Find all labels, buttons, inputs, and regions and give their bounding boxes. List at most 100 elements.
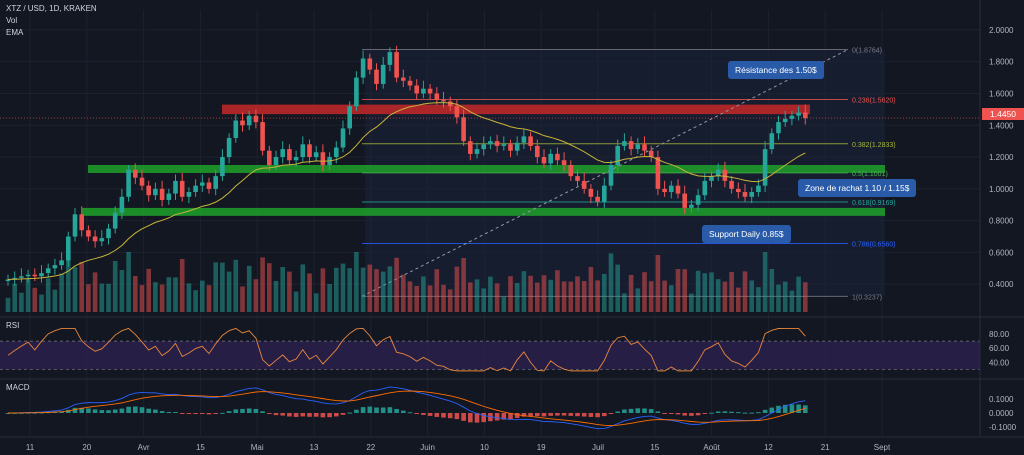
candle-body (394, 52, 399, 78)
candle-body (662, 188, 667, 193)
candle-body (45, 268, 51, 274)
candle-body (200, 182, 205, 186)
buy-zone-callout[interactable]: Zone de rachat 1.10 / 1.15$ (798, 179, 917, 197)
macd-histogram-bar (729, 411, 734, 413)
macd-label: MACD (6, 383, 30, 392)
candle-body (642, 144, 647, 151)
candle-body (313, 152, 319, 158)
macd-histogram-bar (387, 407, 393, 413)
macd-histogram-bar (488, 413, 493, 422)
volume-bar (19, 292, 24, 312)
macd-histogram-bar (722, 411, 728, 413)
ema-line (7, 102, 806, 280)
resistance-callout[interactable]: Résistance des 1.50$ (728, 61, 824, 79)
candle-body (736, 188, 741, 193)
candle-body (139, 177, 145, 186)
macd-histogram-bar (521, 413, 527, 417)
macd-histogram-bar (119, 408, 125, 413)
fib-level-label: 0.5(1.1001) (852, 171, 888, 178)
candle-body (374, 69, 379, 84)
candle-body (595, 196, 600, 202)
support-callout[interactable]: Support Daily 0.85$ (702, 225, 791, 243)
time-tick-label: Juin (420, 443, 435, 452)
fib-level-label: 1(0.3237) (852, 294, 882, 301)
volume-bar (179, 259, 185, 312)
macd-histogram-bar (602, 413, 607, 417)
volume-bar (327, 284, 332, 312)
macd-histogram-bar (5, 413, 11, 414)
volume-bar (568, 281, 574, 312)
candle-body (206, 182, 212, 189)
volume-bar (729, 272, 734, 312)
macd-histogram-bar (528, 413, 533, 417)
volume-bar (803, 282, 808, 312)
candle-body (166, 193, 172, 200)
volume-bar (421, 276, 426, 312)
candle-body (575, 176, 580, 181)
candle-body (769, 133, 775, 150)
time-tick-label: Sept (874, 443, 891, 452)
candle-body (267, 150, 272, 165)
candle-body (669, 185, 674, 193)
volume-bar (742, 271, 748, 312)
macd-histogram-bar (320, 413, 326, 418)
volume-bar (39, 294, 44, 312)
macd-histogram-bar (340, 413, 346, 415)
macd-histogram-bar (494, 413, 500, 421)
macd-histogram-bar (782, 404, 788, 413)
price-tick-label: 0.4000 (989, 280, 1014, 289)
macd-histogram-bar (139, 407, 145, 413)
volume-bar (173, 277, 178, 312)
rsi-tick-label: 40.00 (989, 358, 1010, 367)
candle-body (126, 169, 131, 197)
candle-body (789, 115, 795, 119)
time-tick-label: 15 (196, 443, 205, 452)
macd-histogram-bar (179, 413, 185, 414)
macd-histogram-bar (86, 408, 91, 413)
volume-bar (789, 290, 795, 312)
volume-bar (695, 270, 701, 312)
volume-bar (12, 283, 17, 312)
volume-bar (769, 269, 775, 312)
time-tick-label: Juil (592, 443, 604, 452)
volume-bar (662, 280, 667, 312)
macd-histogram-bar (374, 407, 379, 413)
macd-histogram-bar (126, 406, 131, 413)
time-tick-label: Août (703, 443, 720, 452)
volume-bar (313, 293, 319, 312)
candle-body (220, 157, 225, 177)
candle-body (501, 144, 507, 146)
volume-bar (146, 268, 151, 312)
volume-bar (45, 278, 51, 312)
candle-body (153, 188, 158, 196)
candle-body (454, 106, 460, 118)
time-tick-label: 20 (82, 443, 91, 452)
volume-bar (66, 256, 71, 312)
candle-body (133, 169, 138, 178)
volume-bar (380, 271, 386, 312)
candle-body (79, 214, 84, 231)
macd-histogram-bar (648, 409, 654, 413)
macd-histogram-bar (159, 411, 165, 413)
macd-histogram-bar (253, 408, 259, 413)
candle-body (273, 157, 279, 165)
volume-bar (514, 283, 520, 312)
macd-histogram-bar (327, 413, 332, 418)
volume-bar (608, 253, 614, 312)
macd-histogram-bar (622, 409, 627, 413)
time-tick-label: 11 (26, 443, 35, 452)
macd-histogram-bar (334, 413, 339, 417)
macd-histogram-bar (72, 407, 78, 413)
ema-label: EMA (6, 28, 24, 37)
volume-bar (454, 266, 460, 312)
macd-line (7, 386, 806, 430)
macd-histogram-bar (380, 407, 386, 413)
volume-bar (240, 286, 245, 312)
candle-body (253, 115, 259, 123)
candle-body (474, 149, 480, 154)
candle-body (588, 188, 594, 197)
fib-level-label: 0.786(0.6560) (852, 242, 896, 249)
candle-body (622, 141, 627, 146)
candle-body (715, 169, 721, 177)
volume-bar (702, 273, 708, 312)
